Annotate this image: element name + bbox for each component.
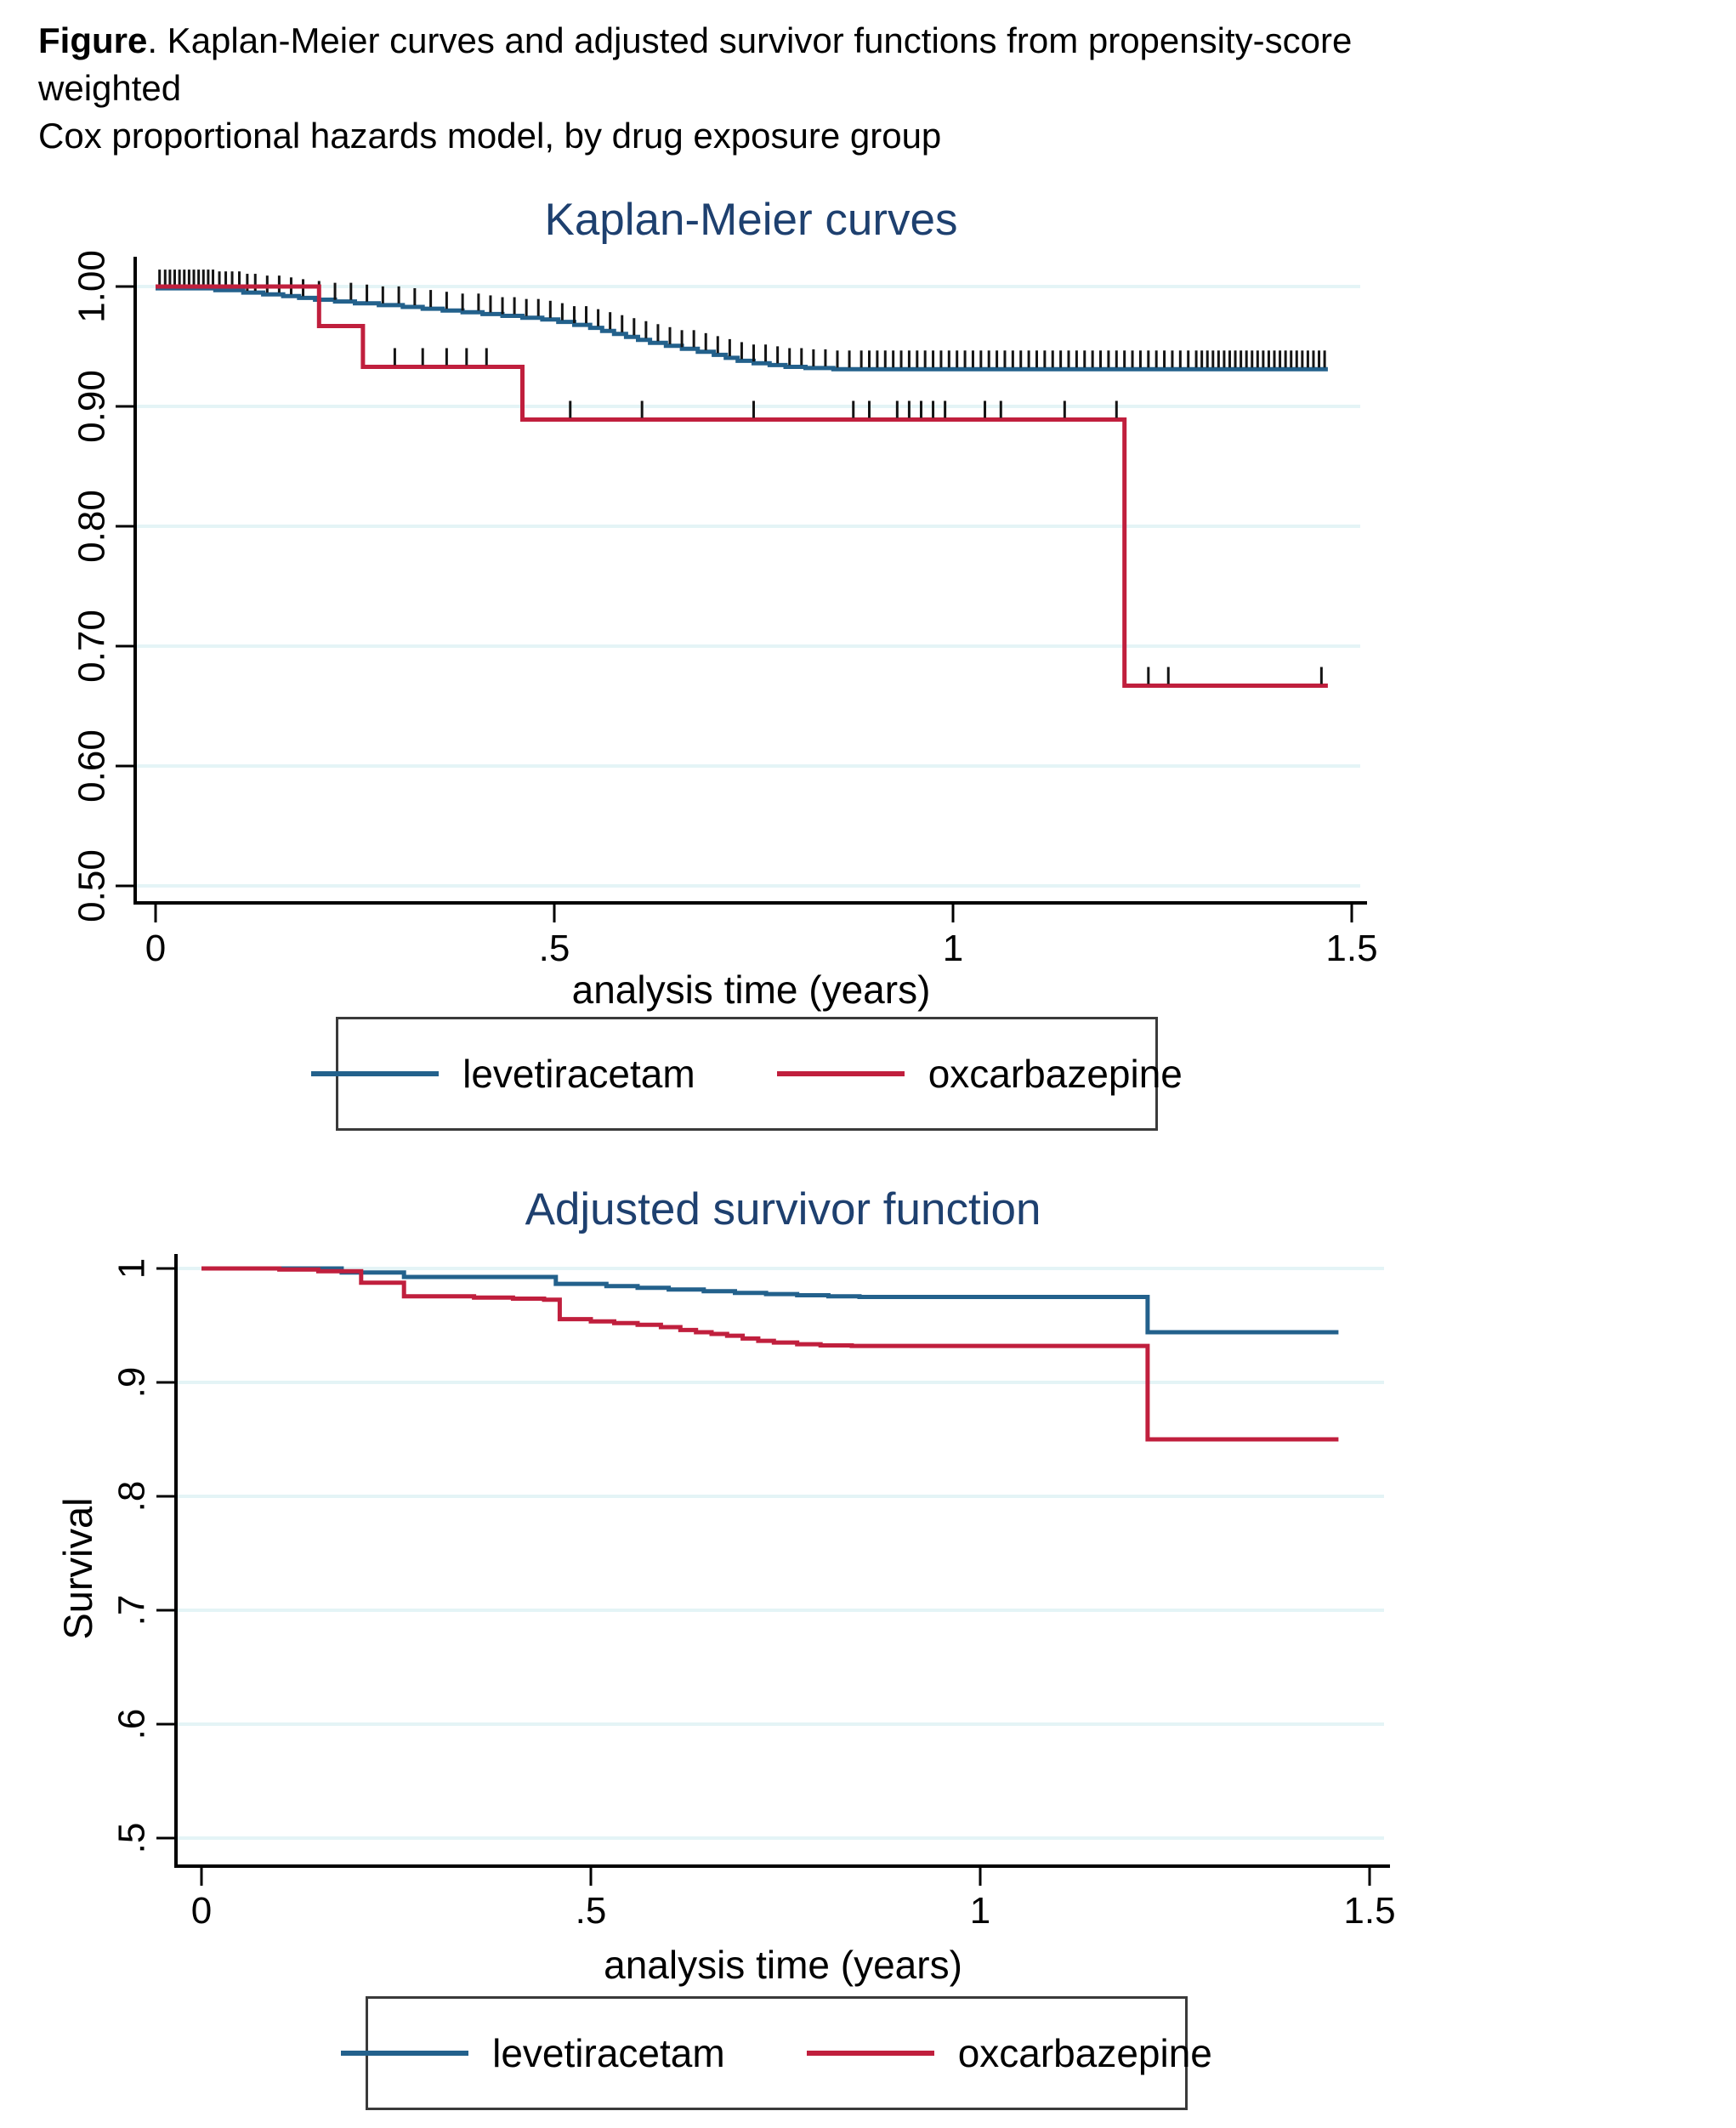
ytick-label: 1 — [111, 1258, 153, 1279]
ytick-label: .5 — [111, 1823, 153, 1854]
ytick-label: 1.00 — [71, 250, 113, 323]
axis-lines — [133, 257, 1367, 905]
ytick-label: .9 — [111, 1367, 153, 1399]
xtick-label: 0 — [145, 928, 166, 969]
figure-caption: Figure. Kaplan-Meier curves and adjusted… — [38, 17, 1364, 160]
series-curve-oxcarbazepine — [156, 284, 1328, 688]
legend-label: oxcarbazepine — [957, 2031, 1212, 2075]
oxcarbazepine-line-swatch — [776, 1071, 905, 1076]
ytick-label: 0.70 — [71, 610, 113, 683]
xtick-label: .5 — [539, 928, 570, 969]
yaxis-title: Survival — [55, 1497, 100, 1639]
series-curve-levetiracetam — [201, 1266, 1339, 1335]
adjusted-chart-title: Adjusted survivor function — [525, 1184, 1041, 1234]
adjusted-xaxis-title: analysis time (years) — [604, 1943, 962, 1987]
xtick-label: 1 — [943, 928, 963, 969]
oxcarbazepine-line-swatch — [806, 2051, 934, 2056]
km-chart-title: Kaplan-Meier curves — [544, 195, 958, 245]
xtick-label: 1.5 — [1343, 1890, 1395, 1932]
legend-label: levetiracetam — [462, 1052, 695, 1096]
levetiracetam-line-swatch — [341, 2051, 469, 2056]
ytick-label: .7 — [111, 1595, 153, 1626]
ytick-label: 0.50 — [71, 849, 113, 922]
legend-entry-levetiracetam: levetiracetam — [311, 1051, 695, 1097]
xtick-label: 0 — [191, 1890, 212, 1932]
xtick-label: 1 — [970, 1890, 990, 1932]
legend-label: oxcarbazepine — [928, 1052, 1183, 1096]
legend-label: levetiracetam — [492, 2031, 725, 2075]
legend-entry-levetiracetam: levetiracetam — [341, 2030, 725, 2076]
xtick-label: .5 — [576, 1890, 607, 1932]
figure-caption-line2: Cox proportional hazards model, by drug … — [38, 115, 942, 156]
xtick-label: 1.5 — [1325, 928, 1377, 969]
adjusted-legend: levetiracetam oxcarbazepine — [341, 1996, 1212, 2110]
ytick-label: .6 — [111, 1709, 153, 1740]
ytick-label: 0.60 — [71, 729, 113, 803]
legend-entry-oxcarbazepine: oxcarbazepine — [806, 2030, 1212, 2076]
km-xaxis-title: analysis time (years) — [571, 968, 931, 1012]
axis-lines — [174, 1254, 1390, 1868]
ytick-label: .8 — [111, 1481, 153, 1512]
levetiracetam-line-swatch — [311, 1071, 440, 1076]
legend-entry-oxcarbazepine: oxcarbazepine — [776, 1051, 1183, 1097]
ytick-label: 0.90 — [71, 370, 113, 443]
figure-caption-label: Figure — [38, 20, 148, 60]
figure-caption-line1: . Kaplan-Meier curves and adjusted survi… — [38, 20, 1353, 108]
series-curve-oxcarbazepine — [201, 1266, 1339, 1442]
km-legend: levetiracetam oxcarbazepine — [311, 1017, 1183, 1131]
ytick-label: 0.80 — [71, 490, 113, 563]
